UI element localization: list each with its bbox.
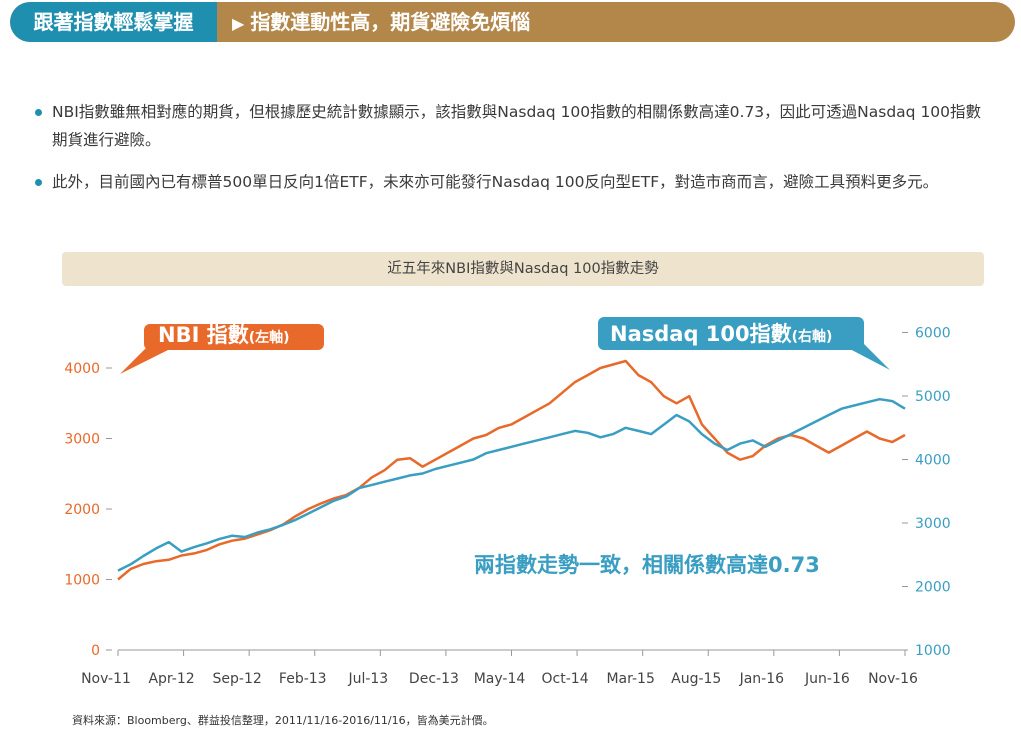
x-axis-tick-label: Apr-12 [148,671,194,687]
x-axis-tick-label: Nov-16 [868,671,918,687]
x-axis-tick-label: Nov-11 [81,671,131,687]
nbi-callout-pointer [120,344,168,374]
right-axis-tick-label: 3000 [915,516,951,532]
nasdaq-series-line [117,397,906,572]
right-axis-tick-label: 6000 [915,326,951,342]
header-bar: 跟著指數輕鬆掌握 ▶ 指數連動性高，期貨避險免煩惱 [10,2,1015,42]
right-axis-tick-label: 2000 [915,580,951,596]
correlation-annotation: 兩指數走勢一致，相關係數高達0.73 [474,553,820,577]
left-axis-tick-label: 4000 [64,361,100,377]
left-axis-tick-label: 3000 [64,432,100,448]
x-axis-tick-label: Feb-13 [279,671,327,687]
bullet-item: NBI指數雖無相對應的期貨，但根據歷史統計數據顯示，該指數與Nasdaq 100… [33,98,993,154]
bullet-list: NBI指數雖無相對應的期貨，但根據歷史統計數據顯示，該指數與Nasdaq 100… [33,98,993,210]
nasdaq-callout-label: Nasdaq 100指數(右軸) [610,322,832,346]
x-axis-tick-label: Aug-15 [671,671,721,687]
bullet-dot-icon [35,179,42,186]
nbi-series-line [117,359,906,581]
x-axis-tick-label: Oct-14 [542,671,589,687]
bullet-text: NBI指數雖無相對應的期貨，但根據歷史統計數據顯示，該指數與Nasdaq 100… [52,103,982,149]
left-axis-tick-label: 2000 [64,502,100,518]
header-tab-label: 跟著指數輕鬆掌握 [10,2,217,42]
right-axis-tick-label: 4000 [915,453,951,469]
nbi-callout-box [144,324,324,350]
x-axis-tick-label: May-14 [474,671,526,687]
header-title-text: 指數連動性高，期貨避險免煩惱 [250,10,531,34]
nasdaq-callout-pointer [848,342,890,370]
x-axis-tick-label: Jun-16 [804,671,850,687]
x-axis-tick-label: Jul-13 [347,671,388,687]
x-axis-tick-label: Jan-16 [739,671,785,687]
nasdaq-callout-box [598,317,864,350]
right-axis-tick-label: 1000 [915,643,951,659]
play-triangle-icon: ▶ [232,14,245,33]
bullet-text: 此外，目前國內已有標普500單日反向1倍ETF，未來亦可能發行Nasdaq 10… [52,173,939,191]
line-chart: 0 1000 2000 3000 4000 1000 2000 3000 4000 5000 600… [64,317,951,687]
header-title: ▶ 指數連動性高，期貨避險免煩惱 [232,2,530,42]
bullet-item: 此外，目前國內已有標普500單日反向1倍ETF，未來亦可能發行Nasdaq 10… [33,168,993,196]
bullet-dot-icon [35,109,42,116]
left-axis-tick-label: 0 [91,643,100,659]
right-axis-tick-label: 5000 [915,389,951,405]
x-axis-tick-label: Sep-12 [213,671,262,687]
source-note: 資料來源：Bloomberg、群益投信整理，2011/11/16-2016/11… [72,714,494,727]
x-axis-tick-label: Mar-15 [606,671,654,687]
left-axis-tick-label: 1000 [64,573,100,589]
nbi-callout-label: NBI 指數(左軸) [158,323,290,347]
chart-title: 近五年來NBI指數與Nasdaq 100指數走勢 [62,252,984,286]
x-axis-tick-label: Dec-13 [409,671,459,687]
